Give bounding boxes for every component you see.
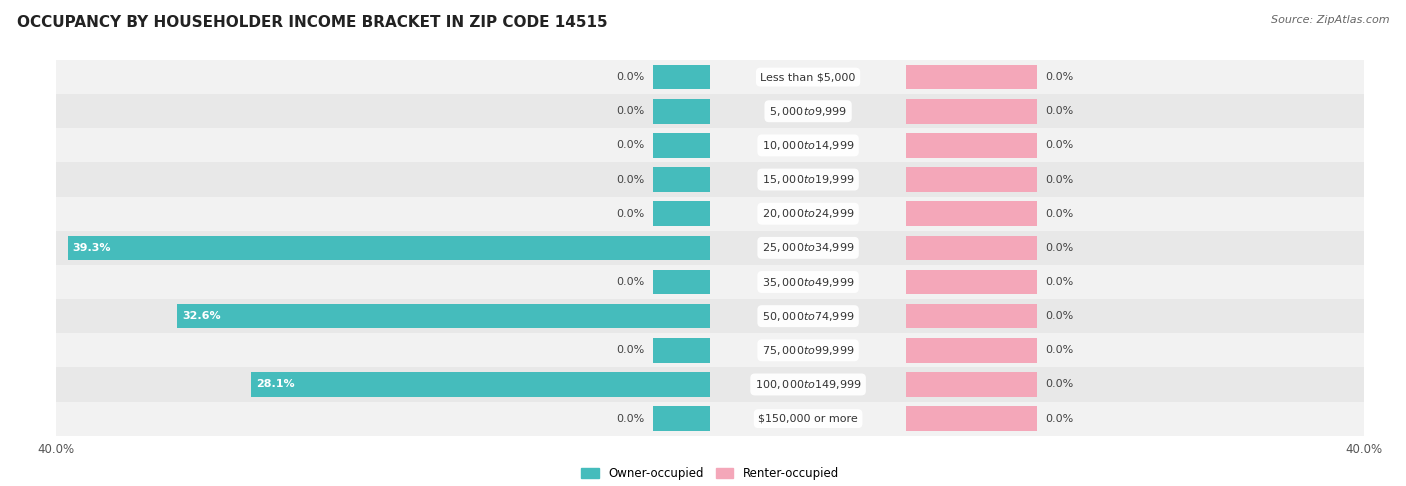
Bar xyxy=(905,133,1038,157)
Text: 0.0%: 0.0% xyxy=(1045,414,1073,424)
Bar xyxy=(652,65,710,89)
Text: 0.0%: 0.0% xyxy=(616,414,644,424)
Text: OCCUPANCY BY HOUSEHOLDER INCOME BRACKET IN ZIP CODE 14515: OCCUPANCY BY HOUSEHOLDER INCOME BRACKET … xyxy=(17,15,607,30)
Text: 0.0%: 0.0% xyxy=(616,106,644,116)
Bar xyxy=(56,231,1364,265)
Text: $20,000 to $24,999: $20,000 to $24,999 xyxy=(762,207,855,220)
Text: 0.0%: 0.0% xyxy=(1045,243,1073,253)
Bar xyxy=(905,167,1038,192)
Bar xyxy=(905,338,1038,363)
Text: Source: ZipAtlas.com: Source: ZipAtlas.com xyxy=(1271,15,1389,25)
Bar xyxy=(56,333,1364,367)
Bar xyxy=(56,197,1364,231)
Bar xyxy=(56,401,1364,435)
Text: 0.0%: 0.0% xyxy=(1045,346,1073,355)
Text: 32.6%: 32.6% xyxy=(183,311,221,321)
Text: 39.3%: 39.3% xyxy=(73,243,111,253)
Bar xyxy=(56,265,1364,299)
Legend: Owner-occupied, Renter-occupied: Owner-occupied, Renter-occupied xyxy=(576,462,844,485)
Text: 0.0%: 0.0% xyxy=(1045,106,1073,116)
Bar xyxy=(56,94,1364,128)
Text: $10,000 to $14,999: $10,000 to $14,999 xyxy=(762,139,855,152)
Bar xyxy=(56,367,1364,401)
Text: 0.0%: 0.0% xyxy=(616,208,644,219)
Text: 0.0%: 0.0% xyxy=(1045,140,1073,150)
Text: $15,000 to $19,999: $15,000 to $19,999 xyxy=(762,173,855,186)
Bar xyxy=(250,372,710,397)
Bar xyxy=(177,304,710,329)
Text: 0.0%: 0.0% xyxy=(1045,277,1073,287)
Text: $5,000 to $9,999: $5,000 to $9,999 xyxy=(769,105,848,118)
Bar xyxy=(905,372,1038,397)
Bar xyxy=(652,338,710,363)
Bar xyxy=(905,236,1038,260)
Text: 0.0%: 0.0% xyxy=(616,277,644,287)
Bar xyxy=(56,299,1364,333)
Bar xyxy=(905,201,1038,226)
Bar xyxy=(905,304,1038,329)
Text: 0.0%: 0.0% xyxy=(1045,174,1073,185)
Bar xyxy=(56,128,1364,162)
Text: 0.0%: 0.0% xyxy=(1045,72,1073,82)
Text: 28.1%: 28.1% xyxy=(256,380,294,389)
Text: 0.0%: 0.0% xyxy=(1045,380,1073,389)
Bar xyxy=(56,162,1364,197)
Bar xyxy=(652,133,710,157)
Bar xyxy=(905,65,1038,89)
Text: $25,000 to $34,999: $25,000 to $34,999 xyxy=(762,242,855,254)
Text: $75,000 to $99,999: $75,000 to $99,999 xyxy=(762,344,855,357)
Bar xyxy=(652,406,710,431)
Text: 0.0%: 0.0% xyxy=(616,72,644,82)
Bar xyxy=(652,167,710,192)
Text: Less than $5,000: Less than $5,000 xyxy=(761,72,856,82)
Text: 0.0%: 0.0% xyxy=(1045,208,1073,219)
Text: 0.0%: 0.0% xyxy=(616,174,644,185)
Text: $150,000 or more: $150,000 or more xyxy=(758,414,858,424)
Bar xyxy=(652,270,710,295)
Text: 0.0%: 0.0% xyxy=(1045,311,1073,321)
Text: $35,000 to $49,999: $35,000 to $49,999 xyxy=(762,276,855,289)
Text: 0.0%: 0.0% xyxy=(616,346,644,355)
Bar xyxy=(67,236,710,260)
Bar xyxy=(905,99,1038,123)
Bar xyxy=(56,60,1364,94)
Bar xyxy=(652,99,710,123)
Bar xyxy=(905,406,1038,431)
Text: $100,000 to $149,999: $100,000 to $149,999 xyxy=(755,378,862,391)
Bar xyxy=(905,270,1038,295)
Text: 0.0%: 0.0% xyxy=(616,140,644,150)
Text: $50,000 to $74,999: $50,000 to $74,999 xyxy=(762,310,855,323)
Bar xyxy=(652,201,710,226)
